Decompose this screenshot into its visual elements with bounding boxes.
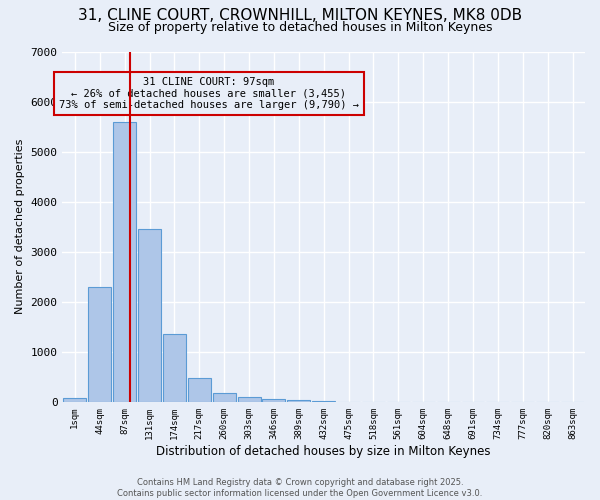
X-axis label: Distribution of detached houses by size in Milton Keynes: Distribution of detached houses by size … (157, 444, 491, 458)
Bar (262, 399, 286, 402)
Bar (163, 334, 186, 402)
Bar (213, 393, 236, 402)
Bar (287, 400, 310, 402)
Text: 31 CLINE COURT: 97sqm
← 26% of detached houses are smaller (3,455)
73% of semi-d: 31 CLINE COURT: 97sqm ← 26% of detached … (59, 77, 359, 110)
Bar (88, 286, 111, 402)
Bar (64, 398, 86, 402)
Y-axis label: Number of detached properties: Number of detached properties (15, 139, 25, 314)
Bar (238, 398, 260, 402)
Bar (138, 229, 161, 402)
Bar (188, 378, 211, 402)
Text: Size of property relative to detached houses in Milton Keynes: Size of property relative to detached ho… (108, 21, 492, 34)
Text: Contains HM Land Registry data © Crown copyright and database right 2025.
Contai: Contains HM Land Registry data © Crown c… (118, 478, 482, 498)
Bar (113, 122, 136, 402)
Text: 31, CLINE COURT, CROWNHILL, MILTON KEYNES, MK8 0DB: 31, CLINE COURT, CROWNHILL, MILTON KEYNE… (78, 8, 522, 22)
